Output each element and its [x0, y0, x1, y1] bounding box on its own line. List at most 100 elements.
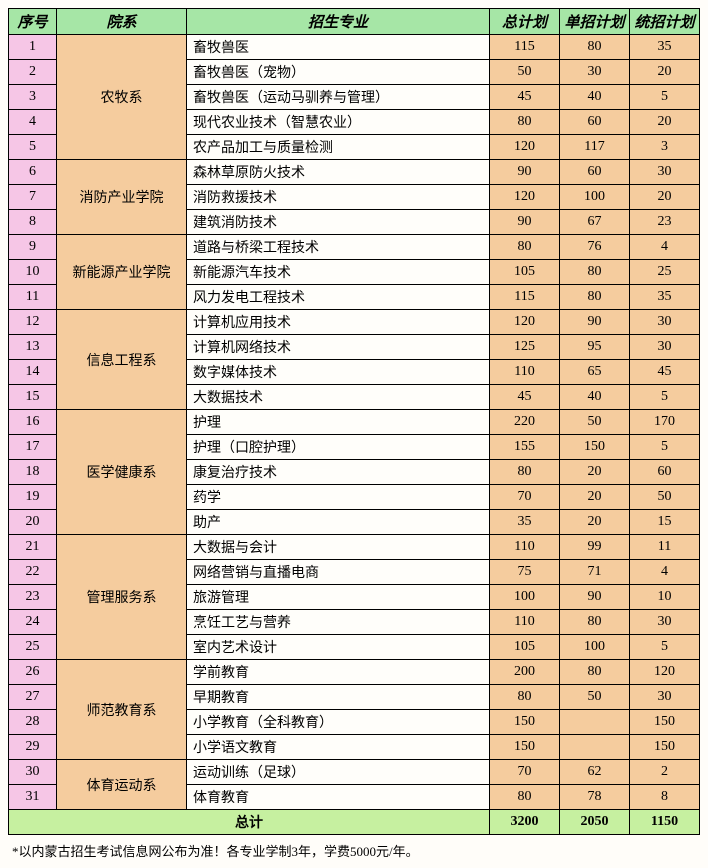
dept-cell: 管理服务系 — [57, 535, 187, 660]
single-cell: 71 — [560, 560, 630, 585]
header-total: 总计划 — [490, 9, 560, 35]
seq-cell: 25 — [9, 635, 57, 660]
unified-cell: 4 — [630, 235, 700, 260]
total-cell: 80 — [490, 785, 560, 810]
major-cell: 旅游管理 — [187, 585, 490, 610]
single-cell: 80 — [560, 660, 630, 685]
single-cell: 40 — [560, 385, 630, 410]
single-cell — [560, 710, 630, 735]
unified-cell: 150 — [630, 735, 700, 760]
total-cell: 115 — [490, 285, 560, 310]
unified-cell: 30 — [630, 685, 700, 710]
table-row: 12信息工程系计算机应用技术1209030 — [9, 310, 700, 335]
major-cell: 农产品加工与质量检测 — [187, 135, 490, 160]
major-cell: 消防救援技术 — [187, 185, 490, 210]
single-cell: 80 — [560, 35, 630, 60]
seq-cell: 27 — [9, 685, 57, 710]
seq-cell: 2 — [9, 60, 57, 85]
seq-cell: 8 — [9, 210, 57, 235]
header-row: 序号 院系 招生专业 总计划 单招计划 统招计划 — [9, 9, 700, 35]
major-cell: 森林草原防火技术 — [187, 160, 490, 185]
single-cell: 65 — [560, 360, 630, 385]
single-cell: 80 — [560, 610, 630, 635]
total-cell: 45 — [490, 385, 560, 410]
seq-cell: 11 — [9, 285, 57, 310]
single-cell: 100 — [560, 185, 630, 210]
total-single: 2050 — [560, 810, 630, 835]
total-cell: 125 — [490, 335, 560, 360]
major-cell: 风力发电工程技术 — [187, 285, 490, 310]
header-unified: 统招计划 — [630, 9, 700, 35]
unified-cell: 8 — [630, 785, 700, 810]
total-cell: 155 — [490, 435, 560, 460]
dept-cell: 体育运动系 — [57, 760, 187, 810]
unified-cell: 170 — [630, 410, 700, 435]
unified-cell: 20 — [630, 60, 700, 85]
seq-cell: 10 — [9, 260, 57, 285]
total-cell: 80 — [490, 685, 560, 710]
major-cell: 畜牧兽医（运动马驯养与管理） — [187, 85, 490, 110]
single-cell: 80 — [560, 285, 630, 310]
major-cell: 小学语文教育 — [187, 735, 490, 760]
single-cell: 20 — [560, 510, 630, 535]
major-cell: 护理（口腔护理） — [187, 435, 490, 460]
single-cell: 40 — [560, 85, 630, 110]
seq-cell: 6 — [9, 160, 57, 185]
header-single: 单招计划 — [560, 9, 630, 35]
seq-cell: 26 — [9, 660, 57, 685]
unified-cell: 23 — [630, 210, 700, 235]
dept-cell: 农牧系 — [57, 35, 187, 160]
total-row: 总计320020501150 — [9, 810, 700, 835]
unified-cell: 20 — [630, 110, 700, 135]
table-row: 21管理服务系大数据与会计1109911 — [9, 535, 700, 560]
dept-cell: 消防产业学院 — [57, 160, 187, 235]
major-cell: 室内艺术设计 — [187, 635, 490, 660]
single-cell: 150 — [560, 435, 630, 460]
unified-cell: 35 — [630, 285, 700, 310]
table-row: 9新能源产业学院道路与桥梁工程技术80764 — [9, 235, 700, 260]
total-cell: 70 — [490, 760, 560, 785]
seq-cell: 14 — [9, 360, 57, 385]
single-cell: 90 — [560, 310, 630, 335]
total-cell: 200 — [490, 660, 560, 685]
total-cell: 105 — [490, 635, 560, 660]
total-cell: 120 — [490, 185, 560, 210]
major-cell: 运动训练（足球） — [187, 760, 490, 785]
total-cell: 115 — [490, 35, 560, 60]
seq-cell: 28 — [9, 710, 57, 735]
seq-cell: 1 — [9, 35, 57, 60]
unified-cell: 30 — [630, 310, 700, 335]
seq-cell: 15 — [9, 385, 57, 410]
seq-cell: 9 — [9, 235, 57, 260]
single-cell: 99 — [560, 535, 630, 560]
seq-cell: 24 — [9, 610, 57, 635]
total-label: 总计 — [9, 810, 490, 835]
major-cell: 计算机网络技术 — [187, 335, 490, 360]
major-cell: 药学 — [187, 485, 490, 510]
total-cell: 80 — [490, 110, 560, 135]
single-cell: 50 — [560, 410, 630, 435]
major-cell: 现代农业技术（智慧农业） — [187, 110, 490, 135]
seq-cell: 31 — [9, 785, 57, 810]
major-cell: 早期教育 — [187, 685, 490, 710]
total-cell: 110 — [490, 360, 560, 385]
major-cell: 助产 — [187, 510, 490, 535]
total-cell: 75 — [490, 560, 560, 585]
major-cell: 网络营销与直播电商 — [187, 560, 490, 585]
table-row: 1农牧系畜牧兽医1158035 — [9, 35, 700, 60]
dept-cell: 师范教育系 — [57, 660, 187, 760]
major-cell: 数字媒体技术 — [187, 360, 490, 385]
unified-cell: 150 — [630, 710, 700, 735]
major-cell: 学前教育 — [187, 660, 490, 685]
total-cell: 120 — [490, 135, 560, 160]
unified-cell: 4 — [630, 560, 700, 585]
single-cell: 80 — [560, 260, 630, 285]
seq-cell: 5 — [9, 135, 57, 160]
total-cell: 35 — [490, 510, 560, 535]
total-cell: 150 — [490, 735, 560, 760]
major-cell: 康复治疗技术 — [187, 460, 490, 485]
seq-cell: 18 — [9, 460, 57, 485]
total-cell: 70 — [490, 485, 560, 510]
total-unified: 1150 — [630, 810, 700, 835]
major-cell: 大数据技术 — [187, 385, 490, 410]
